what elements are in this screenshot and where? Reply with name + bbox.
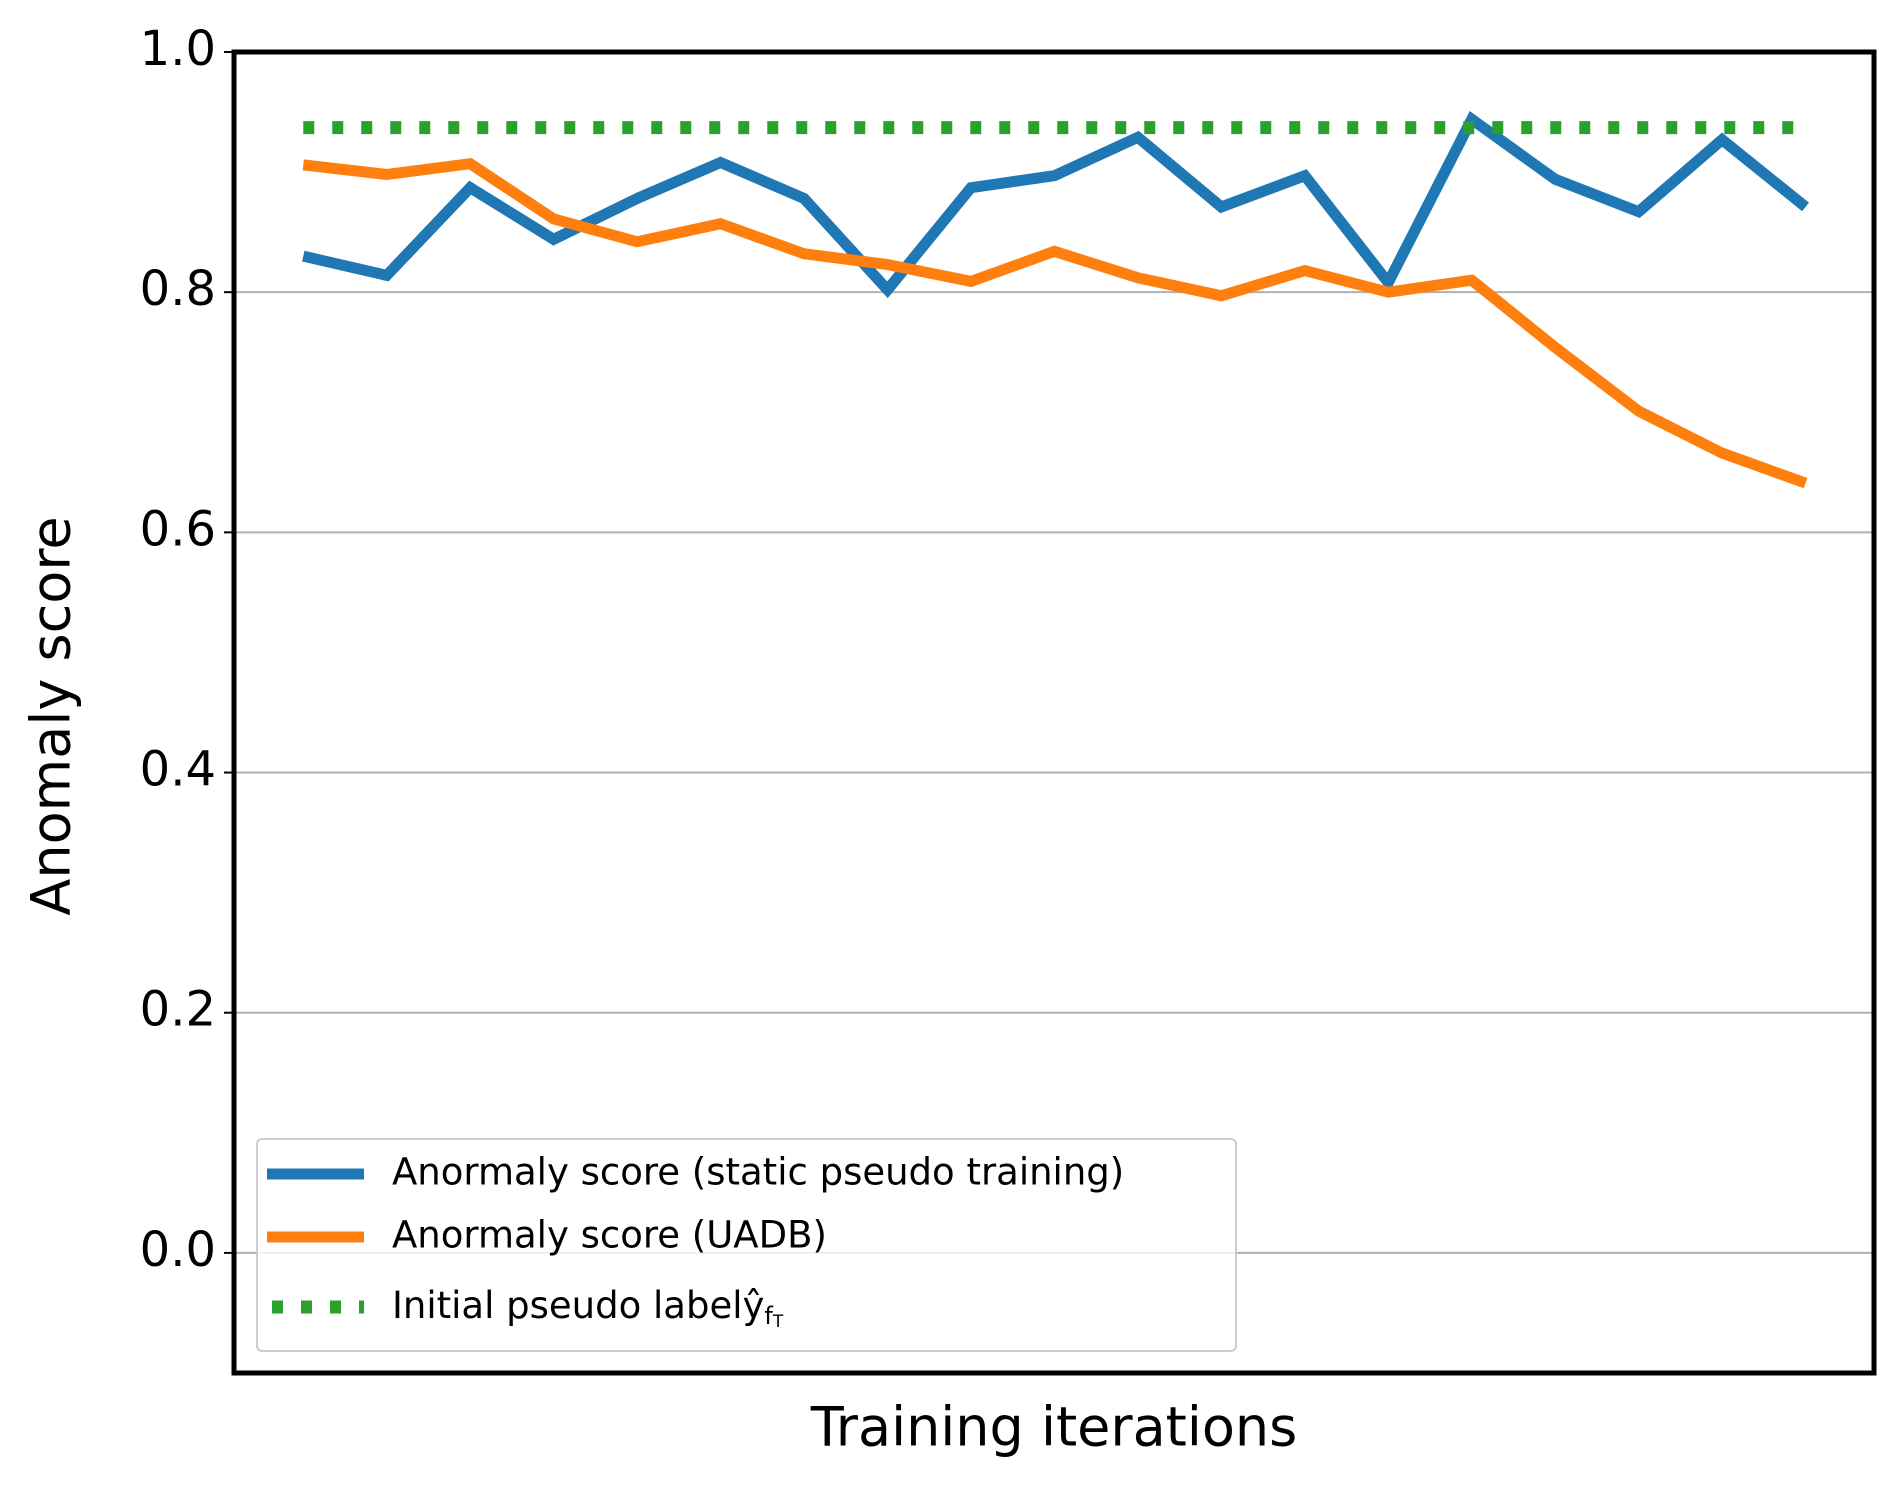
legend-label: Anormaly score (static pseudo training): [392, 1151, 1124, 1194]
y-tick-label: 1.0: [140, 21, 216, 77]
legend-box: [256, 1138, 1237, 1352]
x-axis-label: Training iterations: [810, 1396, 1298, 1459]
y-tick-label: 0.2: [140, 982, 216, 1038]
y-tick-label: 0.0: [140, 1222, 216, 1278]
legend-label-sub: f: [764, 1302, 773, 1330]
y-tick-label: 0.4: [140, 742, 216, 798]
legend-label-subsub: T: [772, 1312, 784, 1332]
y-tick-label: 0.6: [140, 501, 216, 557]
y-tick-label: 0.8: [140, 261, 216, 317]
legend-label-main: Initial pseudo labelŷ: [392, 1284, 764, 1327]
plot-frame: [231, 49, 1877, 1376]
data-line: [302, 157, 1808, 489]
legend-label: Anormaly score (UADB): [392, 1214, 827, 1257]
y-axis-label: Anomaly score: [20, 516, 83, 915]
legend-label: Initial pseudo labelŷfT: [392, 1284, 784, 1333]
data-line: [302, 111, 1810, 299]
